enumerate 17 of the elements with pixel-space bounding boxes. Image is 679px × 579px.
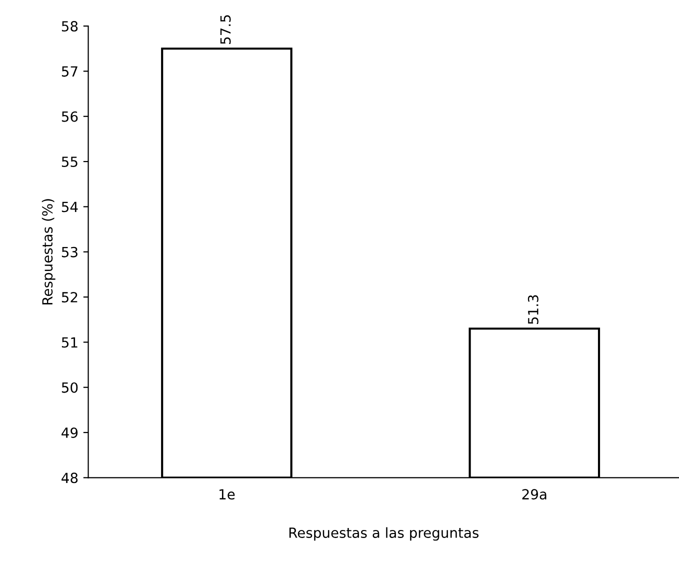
y-tick-label: 52 <box>62 292 78 302</box>
y-axis-title: Respuestas (%) <box>42 199 56 304</box>
x-tick-label: 1e <box>220 489 235 500</box>
y-tick-label: 55 <box>62 156 78 168</box>
y-tick-label: 50 <box>62 382 78 393</box>
x-axis-title: Respuestas a las preguntas <box>289 527 479 541</box>
y-tick-label: 51 <box>62 337 78 348</box>
data-label: 51.3 <box>528 295 538 324</box>
y-tick-label: 57 <box>62 66 78 77</box>
x-tick-label: 29a <box>522 489 546 500</box>
y-tick-label: 54 <box>62 202 78 212</box>
y-tick-label: 58 <box>62 21 78 32</box>
data-label: 57.5 <box>220 15 231 44</box>
y-tick-label: 56 <box>62 111 78 122</box>
y-tick-label: 48 <box>62 472 78 484</box>
y-tick-label: 49 <box>62 427 78 438</box>
y-tick-label: 53 <box>62 246 78 258</box>
